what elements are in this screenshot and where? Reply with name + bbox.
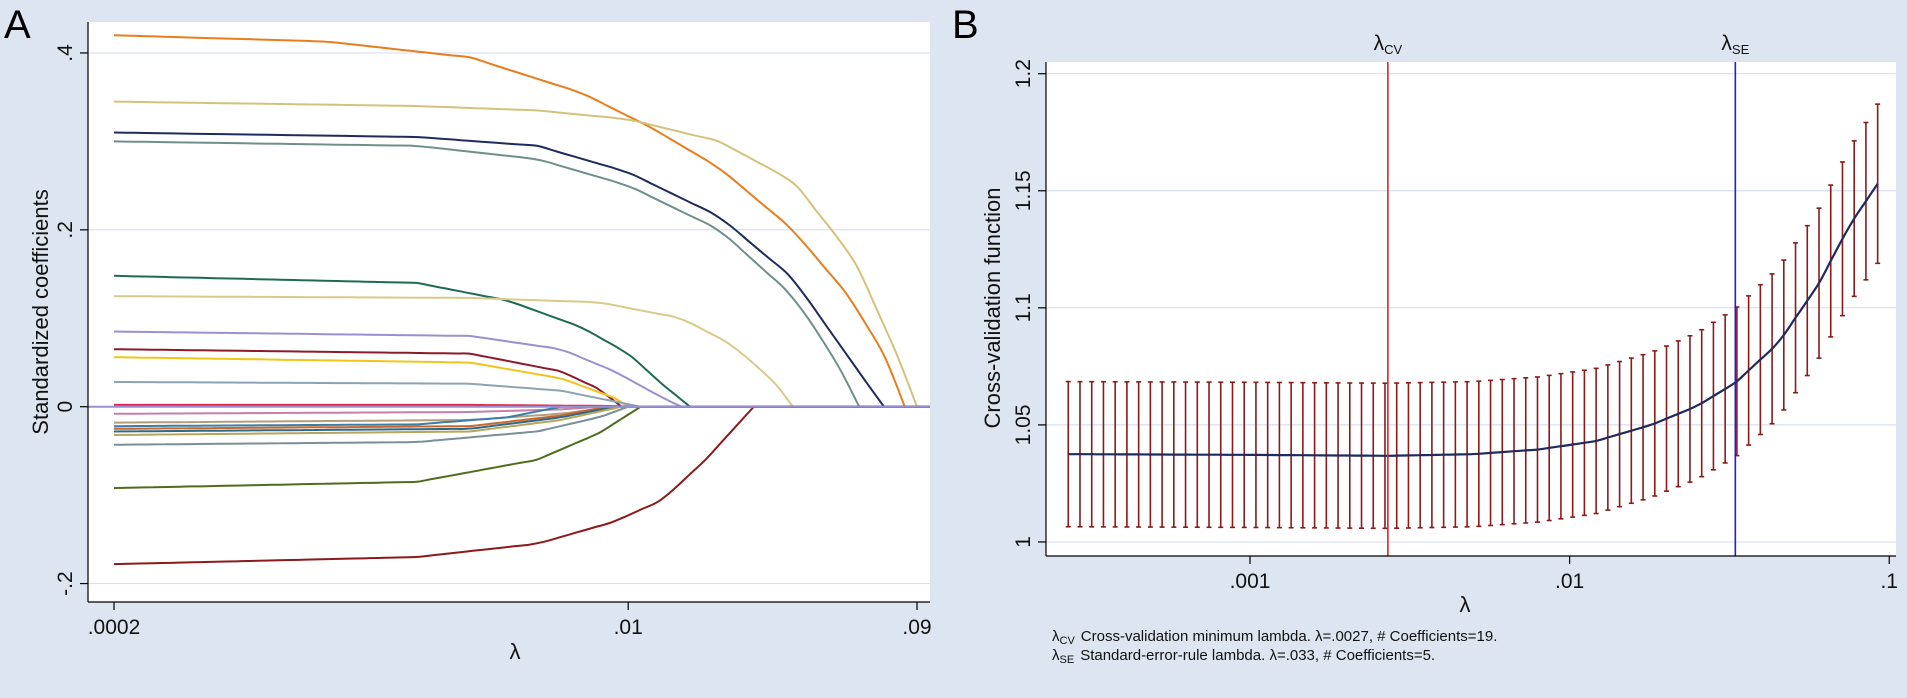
coefficient-path-9 bbox=[113, 356, 930, 408]
panel-a-x-tick-label: .09 bbox=[902, 616, 931, 639]
coefficient-path-2 bbox=[113, 100, 930, 408]
coefficient-path-4 bbox=[113, 140, 930, 408]
coefficient-path-14 bbox=[113, 405, 930, 428]
panel-a-grid bbox=[88, 52, 930, 585]
coefficient-path-12 bbox=[113, 405, 930, 415]
cv-error-bar bbox=[1065, 380, 1071, 528]
panel-b-x-tick-label: .01 bbox=[1555, 570, 1584, 593]
panel-a-x-axis-title: λ bbox=[510, 639, 521, 664]
coefficient-path-18 bbox=[113, 405, 930, 446]
coefficient-path-3 bbox=[113, 131, 930, 408]
panel-b-grid bbox=[1046, 73, 1896, 543]
panel-b-y-tick-label: 1.2 bbox=[1012, 59, 1035, 88]
panel-b-x-axis-title: λ bbox=[1460, 592, 1471, 617]
coefficient-path-19 bbox=[113, 405, 930, 490]
panel-a-coefficient-paths bbox=[88, 34, 930, 566]
coefficient-path-8 bbox=[113, 348, 930, 408]
coefficient-path-20 bbox=[113, 405, 930, 566]
panel-b-axes bbox=[1045, 62, 1896, 557]
panel-a-y-tick-label: 0 bbox=[54, 401, 77, 413]
panel-b-plot-area bbox=[1046, 62, 1896, 556]
panel-a-plot-area bbox=[88, 22, 930, 602]
panel-a-x-tick-label: .0002 bbox=[88, 616, 141, 639]
panel-b-y-tick-label: 1.15 bbox=[1012, 170, 1035, 211]
panel-a-y-axis-title: Standardized coefficients bbox=[28, 189, 53, 434]
panel-b-label: B bbox=[952, 3, 979, 47]
panel-a-x-tick-label: .01 bbox=[614, 616, 643, 639]
panel-b-x-ticks: .001 .01 .1 bbox=[1230, 556, 1898, 593]
footnote-lambda-cv: λCV Cross-validation minimum lambda. λ=.0… bbox=[1052, 628, 1497, 647]
panel-a-y-tick-label: .4 bbox=[54, 44, 77, 62]
panel-b-y-ticks: 1 1.05 1.1 1.15 1.2 bbox=[1012, 59, 1046, 548]
panel-a-axes bbox=[87, 22, 930, 603]
coefficient-path-16 bbox=[113, 405, 930, 433]
panel-a-label: A bbox=[4, 3, 31, 47]
coefficient-path-15 bbox=[113, 405, 930, 430]
panel-b-y-tick-label: 1 bbox=[1012, 536, 1035, 548]
panel-b-x-tick-label: .1 bbox=[1880, 570, 1898, 593]
panel-a: A .0002 .01 .09 -.2 0 .2 .4 λ Standardized co… bbox=[4, 3, 932, 664]
coefficient-path-17 bbox=[113, 405, 930, 436]
lambda-se-label: λSE bbox=[1721, 32, 1749, 57]
panel-b-y-tick-label: 1.1 bbox=[1012, 293, 1035, 322]
coefficient-path-6 bbox=[113, 295, 930, 408]
panel-b: B λCV λSE .001 .01 .1 1 1.05 1.1 1.15 1.2 λ Cr… bbox=[952, 3, 1898, 666]
panel-a-y-tick-label: -.2 bbox=[54, 571, 77, 596]
panel-a-y-tick-label: .2 bbox=[54, 221, 77, 239]
coefficient-path-11 bbox=[114, 403, 930, 408]
lambda-cv-label: λCV bbox=[1374, 32, 1403, 57]
panel-b-x-tick-label: .001 bbox=[1230, 570, 1271, 593]
coefficient-path-7 bbox=[113, 330, 930, 408]
panel-b-cv-mean-curve bbox=[1068, 183, 1879, 457]
panel-b-y-tick-label: 1.05 bbox=[1012, 404, 1035, 445]
panel-a-x-ticks: .0002 .01 .09 bbox=[88, 602, 932, 639]
panel-a-y-ticks: -.2 0 .2 .4 bbox=[54, 44, 88, 596]
coefficient-path-1 bbox=[113, 34, 930, 408]
coefficient-path-13 bbox=[113, 405, 930, 424]
panel-b-y-axis-title: Cross-validation function bbox=[980, 188, 1005, 429]
footnote-lambda-se: λSE Standard-error-rule lambda. λ=.033, #… bbox=[1052, 647, 1435, 666]
coefficient-path-10 bbox=[113, 380, 930, 408]
coefficient-path-5 bbox=[113, 274, 930, 408]
